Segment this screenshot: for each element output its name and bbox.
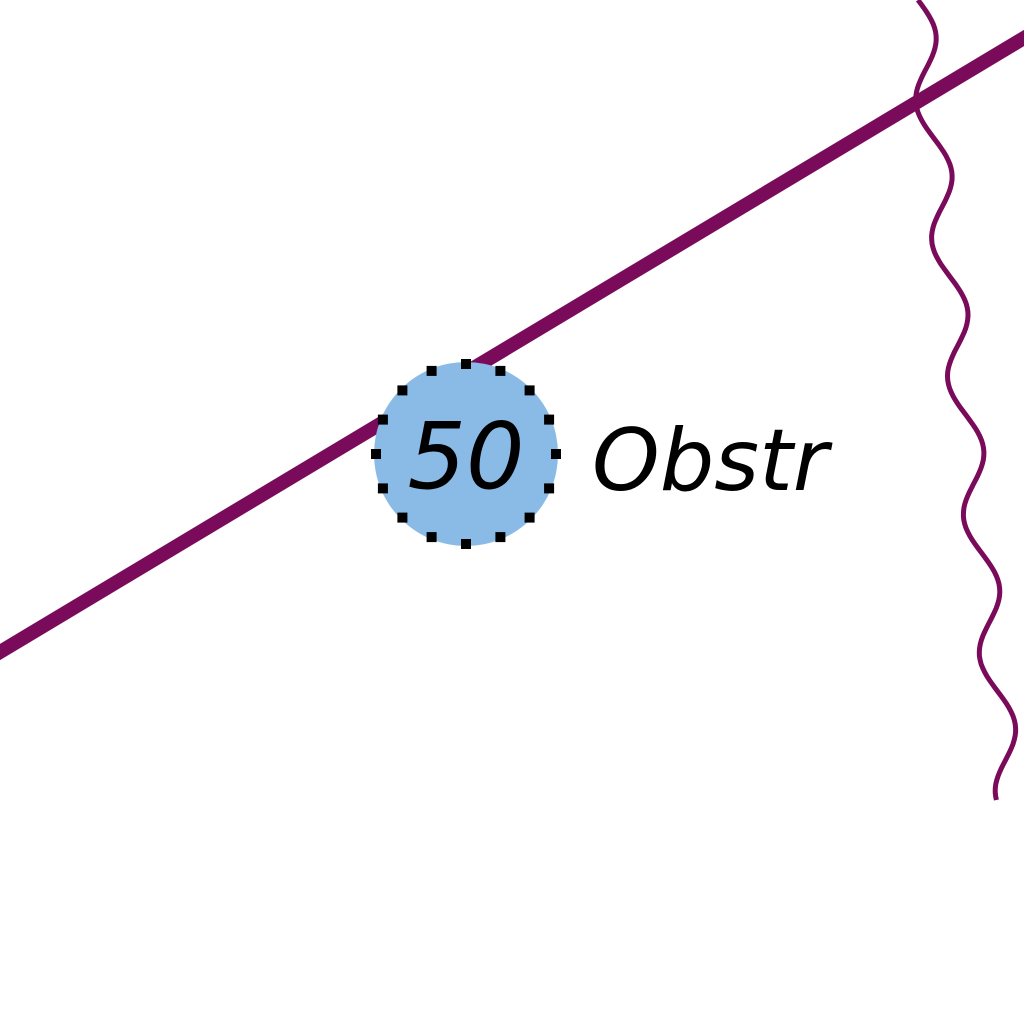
border-dot [551,449,561,459]
border-dot [461,359,471,369]
border-dot [461,539,471,549]
border-dot [371,449,381,459]
border-dot [397,385,408,396]
wavy-cable-line [913,0,1019,801]
obstruction-dotted-border [371,359,561,549]
border-dot [377,483,388,494]
border-dot [524,385,535,396]
border-dot [426,365,437,376]
cable-line [0,29,1024,661]
border-dot [495,532,506,543]
border-dot [397,512,408,523]
border-dot [377,414,388,425]
border-dot [524,512,535,523]
border-dot [426,532,437,543]
border-dot [495,365,506,376]
obstruction-depth: 50 [407,403,524,510]
obstruction-label: Obstr [592,411,833,511]
border-dot [544,414,555,425]
obstruction-symbol[interactable]: 50 [371,359,561,549]
obstruction-circle [374,362,558,546]
border-dot [544,483,555,494]
